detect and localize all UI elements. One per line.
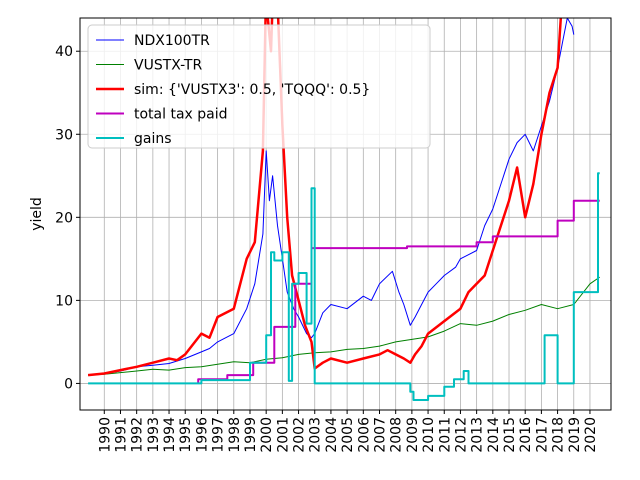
x-tick-label: 2018 — [551, 417, 567, 453]
y-tick-label: 20 — [55, 210, 73, 226]
series-group — [87, 18, 600, 401]
x-tick-label: 2016 — [518, 417, 534, 453]
y-tick-label: 30 — [55, 127, 73, 143]
x-tick-label: 2002 — [292, 417, 308, 453]
x-tick-label: 2017 — [534, 417, 550, 453]
axis-ticks: 1990 1991 1992 1993 1994 1995 1996 1997 1998 1999… — [55, 44, 599, 452]
x-tick-label: 2008 — [389, 417, 405, 453]
series-line-1 — [88, 276, 600, 376]
y-axis-label: yield — [29, 197, 45, 231]
x-tick-label: 2013 — [470, 417, 486, 453]
series-line-0 — [88, 18, 575, 376]
plot-frame — [79, 17, 612, 411]
legend-label: sim: {'VUSTX3': 0.5, 'TQQQ': 0.5} — [134, 82, 370, 98]
x-tick-label: 2012 — [453, 417, 469, 453]
x-tick-label: 1998 — [227, 417, 243, 453]
x-tick-label: 2007 — [372, 417, 388, 453]
x-tick-label: 2009 — [405, 417, 421, 453]
y-tick-label: 40 — [55, 44, 73, 60]
x-tick-label: 1999 — [243, 417, 259, 453]
x-tick-label: 2005 — [340, 417, 356, 453]
x-tick-label: 2014 — [486, 417, 502, 453]
legend-label: gains — [134, 131, 172, 147]
x-tick-label: 2004 — [324, 417, 340, 453]
x-tick-label: 2001 — [275, 417, 291, 453]
x-tick-label: 1995 — [178, 417, 194, 453]
legend: NDX100TR VUSTX-TR sim: {'VUSTX3': 0.5, 'TQ… — [87, 24, 431, 149]
y-tick-label: 0 — [64, 376, 73, 392]
x-tick-label: 2011 — [437, 417, 453, 453]
x-tick-label: 2006 — [356, 417, 372, 453]
x-tick-label: 2010 — [421, 417, 437, 453]
x-tick-label: 1990 — [97, 417, 113, 453]
legend-label: VUSTX-TR — [134, 58, 202, 74]
x-tick-label: 2015 — [502, 417, 518, 453]
legend-label: total tax paid — [134, 107, 228, 123]
x-tick-label: 2019 — [567, 417, 583, 453]
x-tick-label: 1997 — [211, 417, 227, 453]
series-line-2 — [87, 18, 574, 377]
x-tick-label: 1993 — [146, 417, 162, 453]
y-tick-label: 10 — [55, 293, 73, 309]
series-line-3 — [197, 199, 600, 384]
x-tick-label: 1991 — [113, 417, 129, 453]
legend-label: NDX100TR — [134, 33, 210, 49]
series-line-4 — [88, 172, 600, 401]
x-tick-label: 1996 — [194, 417, 210, 453]
x-tick-label: 1992 — [130, 417, 146, 453]
x-tick-label: 1994 — [162, 417, 178, 453]
x-tick-label: 2000 — [259, 417, 275, 453]
legend-box — [87, 24, 431, 149]
x-tick-label: 2003 — [308, 417, 324, 453]
x-tick-label: 2020 — [583, 417, 599, 453]
